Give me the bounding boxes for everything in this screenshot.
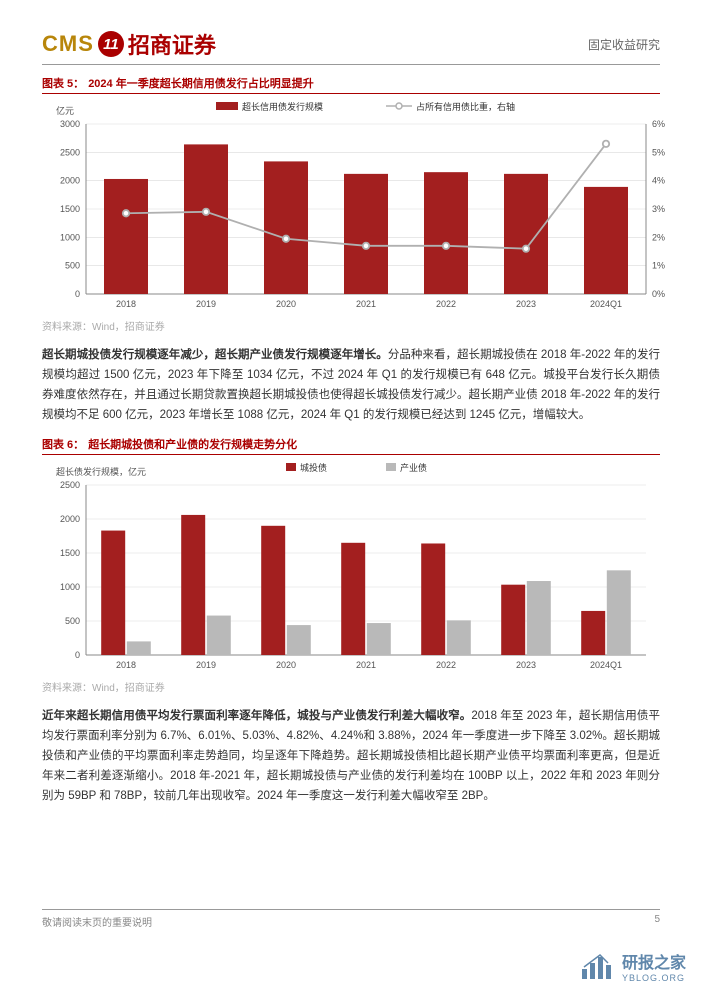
svg-text:0: 0 [75,289,80,299]
svg-text:2500: 2500 [60,480,80,490]
svg-text:2019: 2019 [196,299,216,309]
svg-text:2021: 2021 [356,660,376,670]
logo: CMS 11 招商证券 [42,28,216,60]
svg-text:超长债发行规模，亿元: 超长债发行规模，亿元 [56,466,146,477]
watermark-url: YBLOG.ORG [622,973,686,983]
watermark-text: 研报之家 [622,949,686,973]
logo-company-name: 招商证券 [128,28,216,60]
svg-text:4%: 4% [652,176,665,186]
chart6-title: 图表 6：超长期城投债和产业债的发行规模走势分化 [42,436,660,455]
svg-text:亿元: 亿元 [56,105,74,116]
svg-text:2020: 2020 [276,660,296,670]
svg-text:1500: 1500 [60,548,80,558]
chart5: 超长信用债发行规模 占所有信用债比重，右轴 亿元 0 500 1000 1500 2000 25… [42,98,660,316]
footer-note: 敬请阅读末页的重要说明 [42,914,152,929]
svg-text:2%: 2% [652,232,665,242]
chart5-source: 资料来源：Wind，招商证券 [42,318,660,333]
watermark: 研报之家 YBLOG.ORG [580,949,686,983]
paragraph-1: 超长期城投债发行规模逐年减少，超长期产业债发行规模逐年增长。分品种来看，超长期城… [42,345,660,426]
svg-text:0%: 0% [652,289,665,299]
svg-text:2023: 2023 [516,660,536,670]
chart5-svg: 超长信用债发行规模 占所有信用债比重，右轴 亿元 0 500 1000 1500 2000 25… [42,98,690,316]
svg-text:2018: 2018 [116,299,136,309]
svg-text:2019: 2019 [196,660,216,670]
svg-text:1%: 1% [652,261,665,271]
chart6-svg: 城投债 产业债 超长债发行规模，亿元 0 500 1000 1500 2000 2500 2018… [42,459,658,677]
paragraph-2: 近年来超长期信用债平均发行票面利率逐年降低，城投与产业债发行利差大幅收窄。201… [42,706,660,807]
logo-cms-text: CMS [42,31,94,57]
svg-text:2000: 2000 [60,176,80,186]
svg-text:1000: 1000 [60,232,80,242]
svg-text:2500: 2500 [60,147,80,157]
svg-text:超长信用债发行规模: 超长信用债发行规模 [242,101,323,112]
svg-text:2021: 2021 [356,299,376,309]
chart6-source: 资料来源：Wind，招商证券 [42,679,660,694]
svg-text:2024Q1: 2024Q1 [590,299,622,309]
svg-text:5%: 5% [652,147,665,157]
chart5-title: 图表 5：2024 年一季度超长期信用债发行占比明显提升 [42,75,660,94]
page-footer: 敬请阅读末页的重要说明 5 [42,909,660,929]
svg-text:城投债: 城投债 [300,462,327,473]
svg-text:500: 500 [65,261,80,271]
svg-text:500: 500 [65,616,80,626]
svg-text:3000: 3000 [60,119,80,129]
page-number: 5 [654,914,660,929]
svg-text:2023: 2023 [516,299,536,309]
svg-text:2018: 2018 [116,660,136,670]
svg-text:2000: 2000 [60,514,80,524]
svg-text:2022: 2022 [436,660,456,670]
svg-text:1500: 1500 [60,204,80,214]
svg-text:0: 0 [75,650,80,660]
watermark-chart-icon [580,951,616,981]
svg-text:占所有信用债比重，右轴: 占所有信用债比重，右轴 [416,101,515,112]
svg-text:2020: 2020 [276,299,296,309]
doc-type-label: 固定收益研究 [588,36,660,53]
svg-text:1000: 1000 [60,582,80,592]
logo-circle-icon: 11 [98,31,124,57]
svg-text:3%: 3% [652,204,665,214]
page-header: CMS 11 招商证券 固定收益研究 [42,28,660,65]
svg-text:产业债: 产业债 [400,462,427,473]
svg-text:2022: 2022 [436,299,456,309]
svg-text:2024Q1: 2024Q1 [590,660,622,670]
svg-text:6%: 6% [652,119,665,129]
chart6: 城投债 产业债 超长债发行规模，亿元 0 500 1000 1500 2000 2500 2018… [42,459,660,677]
